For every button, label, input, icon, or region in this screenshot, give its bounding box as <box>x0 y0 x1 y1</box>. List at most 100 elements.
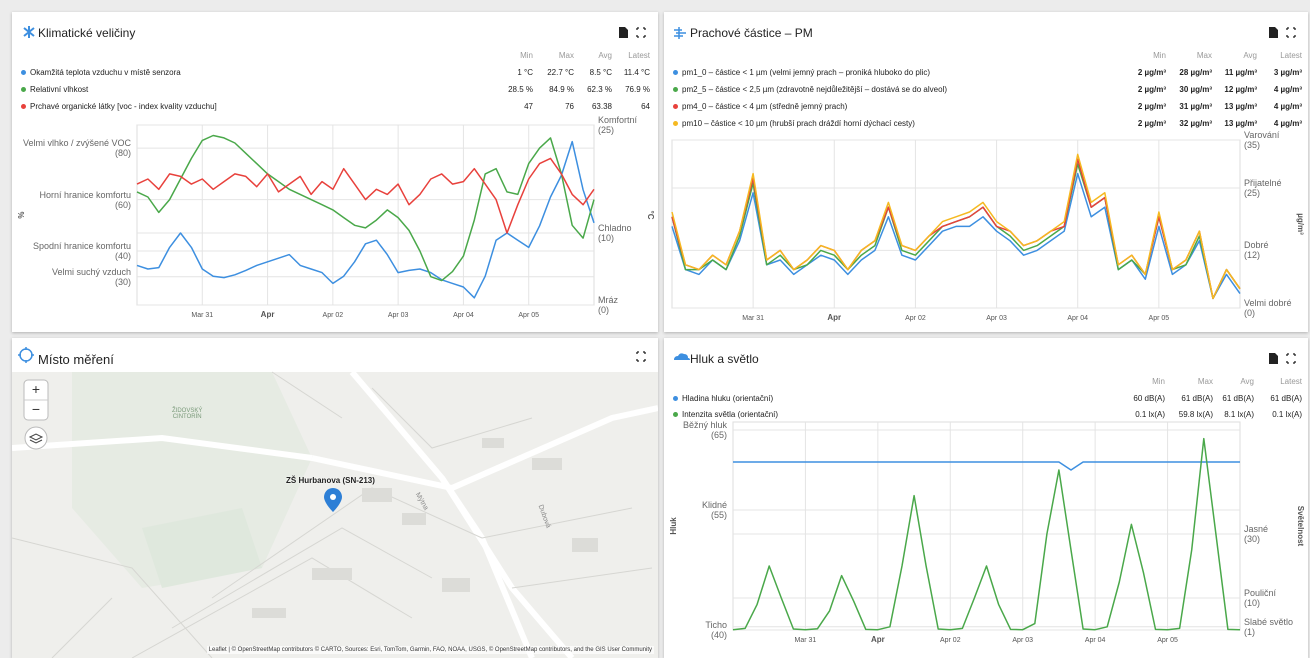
y-tick-label: Ticho (40) <box>705 620 727 640</box>
x-tick-label: Apr 02 <box>323 312 344 319</box>
y-tick-label: Velmi suchý vzduch (30) <box>52 267 131 287</box>
stat-value: 2 µg/m³ <box>1138 68 1166 77</box>
pm-svg: Mar 31AprApr 02Apr 03Apr 04Apr 05µg/m³ <box>664 12 1308 332</box>
x-tick-label: Apr 03 <box>986 315 1007 322</box>
legend-name: Relativní vlhkost <box>30 85 88 94</box>
x-tick-label: Apr 05 <box>1149 315 1170 322</box>
stat-value: 76.9 % <box>625 85 650 94</box>
stat-header: Avg <box>598 51 612 60</box>
y-axis-title: % <box>17 211 26 218</box>
stat-value: 60 dB(A) <box>1133 394 1165 403</box>
x-tick-label: Apr 02 <box>940 637 961 644</box>
stat-header: Max <box>1197 51 1212 60</box>
stat-value: 61 dB(A) <box>1270 394 1302 403</box>
climate-icon <box>24 26 34 38</box>
stat-value: 31 µg/m³ <box>1179 102 1212 111</box>
legend-name: pm1_0 – částice < 1 µm (velmi jemný prac… <box>682 68 930 77</box>
map-icon <box>18 347 34 363</box>
legend-name: Prchavé organické látky [voc - index kva… <box>30 102 217 111</box>
fullscreen-icon[interactable] <box>637 352 645 361</box>
series-line <box>733 462 1240 470</box>
stat-value: 0.1 lx(A) <box>1272 410 1302 419</box>
stat-header: Latest <box>628 51 650 60</box>
stat-value: 84.9 % <box>549 85 574 94</box>
series-line <box>137 158 594 233</box>
stat-value: 61 dB(A) <box>1181 394 1213 403</box>
legend-dot <box>673 396 678 401</box>
stat-value: 11 µg/m³ <box>1225 68 1257 77</box>
y-tick-label: Přijatelné (25) <box>1244 178 1282 198</box>
stat-header: Min <box>1152 377 1165 386</box>
legend-dot <box>21 104 26 109</box>
x-tick-label: Mar 31 <box>795 637 817 644</box>
map-place: ŽIDOVSKÝ CINTORÍN <box>172 408 202 420</box>
stat-value: 30 µg/m³ <box>1179 85 1212 94</box>
stat-value: 59.8 lx(A) <box>1179 410 1213 419</box>
y-tick-label: Mráz (0) <box>598 295 618 315</box>
legend-dot <box>673 412 678 417</box>
x-tick-label: Apr <box>827 313 841 322</box>
stat-header: Max <box>559 51 574 60</box>
stat-value: 1 °C <box>517 68 533 77</box>
noise-icon <box>674 353 690 360</box>
panel-title: Místo měření <box>38 352 114 367</box>
stat-value: 2 µg/m³ <box>1138 102 1166 111</box>
stat-value: 8.5 °C <box>590 68 612 77</box>
toolbar-icons <box>1269 27 1295 38</box>
stat-value: 64 <box>641 102 650 111</box>
map-svg <box>12 338 658 658</box>
y-tick-label: Varování (35) <box>1244 130 1279 150</box>
x-tick-label: Apr 03 <box>388 312 409 319</box>
legend-dot <box>21 87 26 92</box>
x-tick-label: Mar 31 <box>191 312 213 319</box>
y-axis-title: Hluk <box>669 517 678 535</box>
y-tick-label: Spodní hranice komfortu (40) <box>33 241 131 261</box>
marker-label: ZŠ Hurbanova (SN-213) <box>286 476 375 485</box>
stat-value: 0.1 lx(A) <box>1135 410 1165 419</box>
x-tick-label: Apr 03 <box>1012 637 1033 644</box>
y-tick-label: Velmi vlhko / zvýšené VOC (80) <box>23 138 131 158</box>
stat-value: 63.38 <box>592 102 612 111</box>
stat-value: 8.1 lx(A) <box>1224 410 1254 419</box>
legend-name: pm2_5 – částice < 2,5 µm (zdravotně nejd… <box>682 85 947 94</box>
y-tick-label: Běžný hluk (65) <box>683 420 727 440</box>
panel-title: Klimatické veličiny <box>38 26 135 40</box>
x-tick-label: Mar 31 <box>742 315 764 322</box>
legend-dot <box>673 70 678 75</box>
x-tick-label: Apr <box>261 310 275 319</box>
x-tick-label: Apr 05 <box>518 312 539 319</box>
y-tick-label: Jasné (30) <box>1244 524 1268 544</box>
panel-title: Prachové částice – PM <box>690 26 813 40</box>
stat-header: Latest <box>1280 51 1302 60</box>
stat-header: Avg <box>1240 377 1254 386</box>
legend-name: Hladina hluku (orientační) <box>682 394 773 403</box>
stat-value: 11.4 °C <box>624 68 650 77</box>
legend-name: Intenzita světla (orientační) <box>682 410 778 419</box>
y-tick-label: Horní hranice komfortu (60) <box>39 190 131 210</box>
y-tick-label: Klidné (55) <box>702 500 727 520</box>
y-tick-label: Dobré (12) <box>1244 240 1269 260</box>
map-panel: Místo měření + − ŽIDOVSKÝ CINTORÍN Mýtna… <box>12 338 658 658</box>
dashboard: Mar 31AprApr 02Apr 03Apr 04Apr 05%°C Kli… <box>0 0 1310 658</box>
y-tick-label: Komfortní (25) <box>598 115 637 135</box>
stat-value: 4 µg/m³ <box>1274 85 1302 94</box>
marker-dot <box>330 494 336 500</box>
legend-name: pm4_0 – částice < 4 µm (středně jemný pr… <box>682 102 847 111</box>
zoom-out[interactable]: − <box>24 401 48 417</box>
map-attribution: Leaflet | © OpenStreetMap contributors ©… <box>207 646 654 654</box>
series-line <box>137 142 594 298</box>
stat-value: 76 <box>565 102 574 111</box>
y-tick-label: Chladno (10) <box>598 223 632 243</box>
stat-header: Min <box>520 51 533 60</box>
legend-dot <box>673 104 678 109</box>
x-tick-label: Apr 02 <box>905 315 926 322</box>
y-tick-label: Pouliční (10) <box>1244 588 1276 608</box>
panel-title: Hluk a světlo <box>690 352 759 366</box>
y2-axis-title: Světelnost <box>1296 506 1305 547</box>
stat-value: 13 µg/m³ <box>1224 102 1257 111</box>
zoom-in[interactable]: + <box>24 381 48 397</box>
stat-value: 32 µg/m³ <box>1179 119 1212 128</box>
stat-value: 13 µg/m³ <box>1224 119 1257 128</box>
